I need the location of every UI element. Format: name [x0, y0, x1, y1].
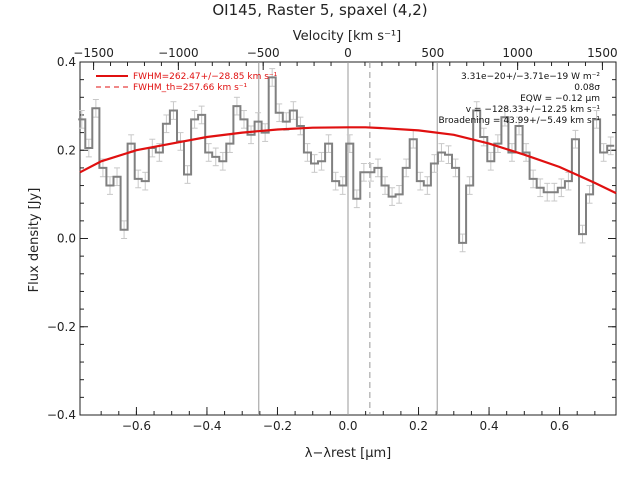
- reference-lines: [258, 62, 438, 415]
- y-tick-label: 0.0: [57, 232, 76, 246]
- spectrum-series: [78, 76, 615, 244]
- top-x-axis-label: Velocity [km s⁻¹]: [293, 29, 401, 44]
- x-tick-label: −0.6: [122, 419, 151, 433]
- y-tick-label: −0.2: [47, 320, 76, 334]
- annotation-flux: 3.31e−20+/−3.71e−19 W m⁻²: [461, 72, 600, 82]
- y-tick-label: 0.4: [57, 55, 76, 69]
- top-x-tick-label: 1000: [502, 46, 533, 60]
- x-axis-label: λ−λrest [μm]: [305, 446, 391, 461]
- x-tick-label: −0.4: [192, 419, 221, 433]
- legend: FWHM=262.47+/−28.85 km s⁻¹ FWHM_th=257.6…: [96, 72, 278, 93]
- x-tick-label: 0.4: [480, 419, 499, 433]
- top-x-tick-label: −500: [247, 46, 280, 60]
- x-tick-label: −0.2: [263, 419, 292, 433]
- y-tick-label: −0.4: [47, 408, 76, 422]
- top-x-tick-label: −1500: [73, 46, 114, 60]
- top-x-tick-label: −1000: [158, 46, 199, 60]
- y-axis-label: Flux density [Jy]: [27, 188, 42, 293]
- x-tick-label: 0.2: [409, 419, 428, 433]
- spectrum-step-line: [78, 76, 615, 244]
- annotation-velocity: v = −128.33+/−12.25 km s⁻¹: [466, 105, 601, 115]
- annotation-eqw: EQW = −0.12 μm: [520, 94, 600, 104]
- top-x-tick-label: 1500: [587, 46, 618, 60]
- chart-title: OI145, Raster 5, spaxel (4,2): [212, 1, 427, 19]
- fit-series: [79, 126, 617, 195]
- legend-label-fwhm-th: FWHM_th=257.66 km s⁻¹: [133, 83, 248, 93]
- annotation-broadening: Broadening = 43.99+/−5.49 km s⁻¹: [439, 116, 601, 126]
- y-tick-label: 0.2: [57, 143, 76, 157]
- legend-label-fwhm: FWHM=262.47+/−28.85 km s⁻¹: [133, 72, 278, 82]
- annotation-sigma: 0.08σ: [574, 83, 600, 93]
- annotations: 3.31e−20+/−3.71e−19 W m⁻² 0.08σ EQW = −0…: [439, 72, 601, 126]
- fit-curve: [79, 126, 617, 195]
- axis-ticks: −0.6 −0.4 −0.2 0.0 0.2 0.4 0.6 −1500 −1000 −500 0 5…: [47, 46, 618, 433]
- top-x-tick-label: 500: [421, 46, 444, 60]
- x-tick-label: 0.0: [338, 419, 357, 433]
- top-x-tick-label: 0: [344, 46, 352, 60]
- x-tick-label: 0.6: [550, 419, 569, 433]
